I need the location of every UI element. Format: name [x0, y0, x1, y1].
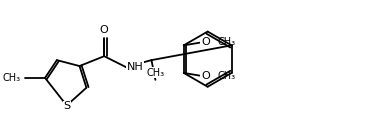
Text: CH₃: CH₃ [217, 71, 235, 81]
Text: CH₃: CH₃ [2, 73, 21, 83]
Text: S: S [63, 101, 70, 112]
Text: NH: NH [127, 62, 144, 72]
Text: CH₃: CH₃ [146, 68, 164, 78]
Text: O: O [201, 37, 210, 47]
Text: CH₃: CH₃ [217, 37, 235, 47]
Text: O: O [100, 25, 108, 34]
Text: O: O [201, 71, 210, 81]
